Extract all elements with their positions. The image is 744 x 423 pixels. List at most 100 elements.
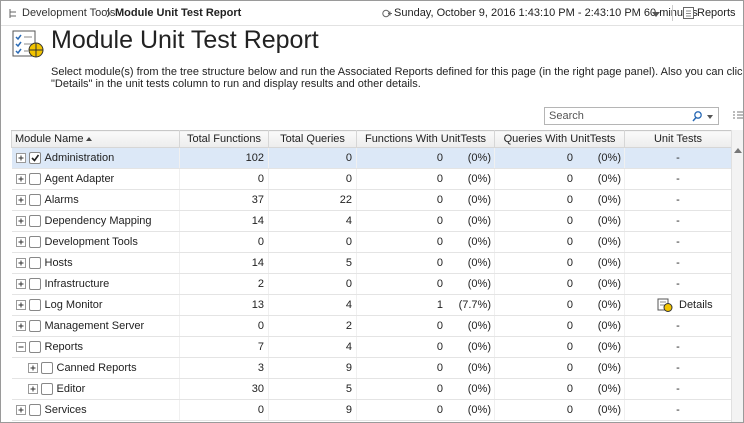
column-header[interactable]: Module Name: [11, 130, 180, 148]
table-row[interactable]: Canned Reports 3 9 0 (0%) 0 (0%) -: [11, 357, 732, 379]
total-functions: 13: [179, 294, 269, 316]
search-box[interactable]: Search: [544, 107, 719, 125]
expand-toggle[interactable]: [27, 384, 38, 395]
functions-tested-percent: (0%): [467, 320, 491, 332]
expand-toggle[interactable]: [27, 363, 38, 374]
checkbox[interactable]: [40, 362, 53, 375]
breadcrumb-link[interactable]: Development Tools: [22, 7, 116, 19]
functions-with-tests: 0 (0%): [356, 273, 495, 295]
checkbox[interactable]: [28, 299, 41, 312]
module-table: Module Name Total Functions Total Queries F…: [11, 130, 732, 421]
expand-toggle[interactable]: [15, 279, 26, 290]
total-queries: 0: [268, 168, 357, 190]
checkbox[interactable]: [28, 194, 41, 207]
details-icon: [657, 298, 673, 312]
column-header-label: Unit Tests: [653, 133, 703, 145]
table-row[interactable]: Reports 7 4 0 (0%) 0 (0%) -: [11, 336, 732, 358]
column-header-label: Total Functions: [187, 133, 261, 145]
table-row[interactable]: Alarms 37 22 0 (0%) 0 (0%) -: [11, 189, 732, 211]
checkbox[interactable]: [28, 236, 41, 249]
queries-with-tests: 0 (0%): [494, 294, 625, 316]
expand-toggle[interactable]: [15, 195, 26, 206]
column-header[interactable]: Unit Tests: [624, 130, 732, 148]
total-functions: 102: [179, 147, 269, 169]
table-row[interactable]: Infrastructure 2 0 0 (0%) 0 (0%) -: [11, 273, 732, 295]
expand-toggle[interactable]: [15, 153, 26, 164]
module-name-cell: Infrastructure: [11, 273, 180, 295]
column-header[interactable]: Queries With UnitTests: [494, 130, 625, 148]
table-row[interactable]: Administration 102 0 0 (0%) 0 (0%) -: [11, 147, 732, 169]
checkbox[interactable]: [28, 404, 41, 417]
total-queries: 22: [268, 189, 357, 211]
table-row[interactable]: Hosts 14 5 0 (0%) 0 (0%) -: [11, 252, 732, 274]
queries-tested-count: 0: [566, 236, 573, 248]
checkbox[interactable]: [28, 341, 41, 354]
table-row[interactable]: Services 0 9 0 (0%) 0 (0%) -: [11, 399, 732, 421]
table-row[interactable]: Editor 30 5 0 (0%) 0 (0%) -: [11, 378, 732, 400]
queries-tested-count: 0: [566, 320, 573, 332]
total-functions: 0: [179, 231, 269, 253]
queries-tested-percent: (0%): [597, 215, 621, 227]
table-row[interactable]: Agent Adapter 0 0 0 (0%) 0 (0%) -: [11, 168, 732, 190]
queries-with-tests: 0 (0%): [494, 210, 625, 232]
table-row[interactable]: Dependency Mapping 14 4 0 (0%) 0 (0%) -: [11, 210, 732, 232]
reports-button[interactable]: Reports: [697, 7, 736, 19]
queries-with-tests: 0 (0%): [494, 357, 625, 379]
expand-toggle[interactable]: [15, 405, 26, 416]
module-name: Administration: [44, 151, 115, 164]
report-icon: [12, 30, 44, 58]
module-name: Alarms: [44, 193, 79, 206]
dropdown-arrow[interactable]: [652, 12, 660, 17]
module-name-cell: Dependency Mapping: [11, 210, 180, 232]
separator: [672, 5, 673, 21]
expand-toggle[interactable]: [15, 300, 26, 311]
checkbox[interactable]: [28, 257, 41, 270]
unit-tests-value: -: [676, 404, 680, 416]
expand-toggle[interactable]: [15, 321, 26, 332]
functions-with-tests: 0 (0%): [356, 357, 495, 379]
checkbox[interactable]: [28, 152, 41, 165]
checkbox[interactable]: [28, 173, 41, 186]
functions-with-tests: 0 (0%): [356, 231, 495, 253]
expand-toggle[interactable]: [15, 216, 26, 227]
total-queries: 0: [268, 273, 357, 295]
total-queries: 4: [268, 294, 357, 316]
functions-tested-count: 0: [436, 341, 443, 353]
column-header-label: Queries With UnitTests: [503, 133, 616, 145]
unit-tests-value: -: [676, 383, 680, 395]
checkbox[interactable]: [28, 320, 41, 333]
table-container: Module Name Total Functions Total Queries F…: [11, 130, 732, 421]
toggle-glyph: [30, 386, 35, 392]
checkbox[interactable]: [28, 278, 41, 291]
details-link[interactable]: Details: [657, 298, 713, 312]
table-row[interactable]: Log Monitor 13 4 1 (7.7%) 0 (0%) Details: [11, 294, 732, 316]
queries-with-tests: 0 (0%): [494, 231, 625, 253]
functions-tested-count: 0: [436, 404, 443, 416]
expand-toggle[interactable]: [15, 258, 26, 269]
scrollbar[interactable]: [731, 130, 743, 422]
expand-toggle[interactable]: [15, 237, 26, 248]
expand-toggle[interactable]: [15, 174, 26, 185]
unit-tests-cell: Details: [624, 294, 732, 316]
unit-tests-value: -: [676, 173, 680, 185]
total-functions: 0: [179, 315, 269, 337]
expand-toggle[interactable]: [15, 342, 26, 353]
scroll-arrow[interactable]: [734, 148, 742, 153]
unit-tests-value: -: [676, 152, 680, 164]
checkbox[interactable]: [28, 215, 41, 228]
total-queries: 0: [268, 231, 357, 253]
table-body: Administration 102 0 0 (0%) 0 (0%) - Agent Adapt…: [11, 147, 732, 421]
column-header[interactable]: Total Queries: [268, 130, 357, 148]
unit-tests-cell: -: [624, 252, 732, 274]
checkbox[interactable]: [40, 383, 53, 396]
functions-with-tests: 0 (0%): [356, 378, 495, 400]
total-functions: 0: [179, 399, 269, 421]
table-row[interactable]: Management Server 0 2 0 (0%) 0 (0%) -: [11, 315, 732, 337]
table-row[interactable]: Development Tools 0 0 0 (0%) 0 (0%) -: [11, 231, 732, 253]
queries-with-tests: 0 (0%): [494, 336, 625, 358]
column-menu-icon[interactable]: [733, 110, 743, 120]
breadcrumb-icon: [9, 9, 16, 18]
column-header[interactable]: Functions With UnitTests: [356, 130, 495, 148]
column-header[interactable]: Total Functions: [179, 130, 269, 148]
search-icon[interactable]: [691, 111, 715, 122]
